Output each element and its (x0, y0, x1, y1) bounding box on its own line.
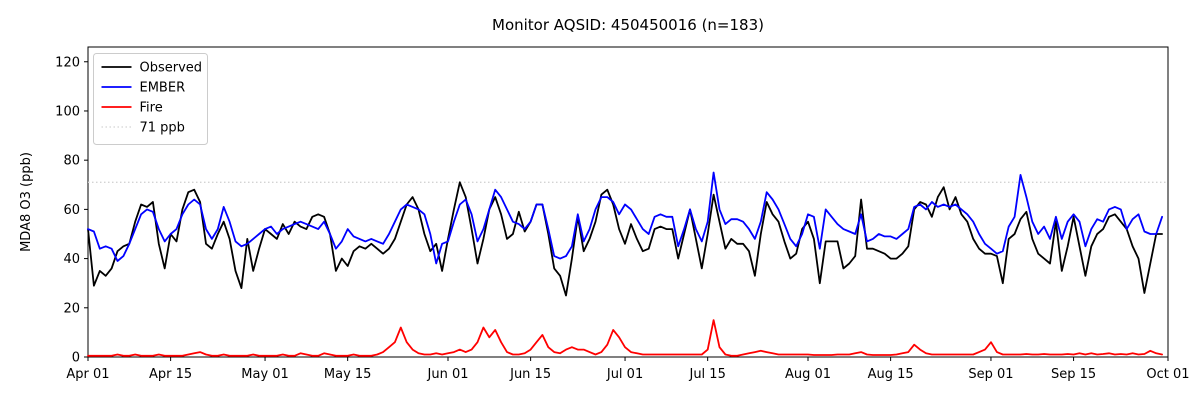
x-tick-label: Jul 15 (688, 367, 725, 382)
y-tick-label: 0 (72, 351, 80, 366)
legend-box (93, 53, 208, 145)
x-tick-label: May 15 (324, 367, 372, 382)
y-axis-label: MDA8 O3 (ppb) (19, 152, 34, 252)
x-tick-label: Sep 01 (968, 367, 1013, 382)
x-tick-label: Apr 15 (149, 367, 192, 382)
x-tick-label: Jun 15 (509, 367, 551, 382)
y-tick-label: 40 (63, 252, 80, 267)
observed-line (87, 181, 1163, 297)
y-tick-label: 60 (63, 203, 80, 218)
x-tick-label: Aug 15 (868, 367, 914, 382)
x-tick-label: Jul 01 (606, 367, 643, 382)
x-tick-label: Oct 01 (1146, 367, 1189, 382)
legend-label: Observed (140, 61, 203, 76)
chart-title: Monitor AQSID: 450450016 (n=183) (492, 16, 764, 34)
legend-label: Fire (140, 101, 163, 116)
plot-border (87, 46, 1169, 358)
x-tick-label: Sep 15 (1051, 367, 1096, 382)
ember-line (87, 171, 1163, 265)
y-tick-label: 20 (63, 301, 80, 316)
y-tick-label: 120 (55, 55, 80, 70)
legend-label: EMBER (140, 81, 186, 96)
y-tick-label: 100 (55, 104, 80, 119)
y-tick-label: 80 (63, 154, 80, 169)
x-tick-label: May 01 (241, 367, 289, 382)
x-tick-label: Apr 01 (66, 367, 109, 382)
legend-label: 71 ppb (140, 121, 185, 136)
fire-line (87, 319, 1163, 357)
x-tick-label: Jun 01 (427, 367, 469, 382)
x-tick-label: Aug 01 (785, 367, 831, 382)
